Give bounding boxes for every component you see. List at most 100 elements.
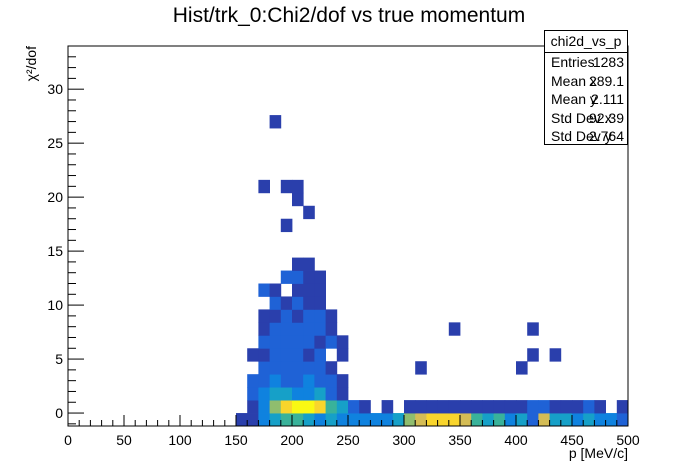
heatmap-cell [426, 400, 438, 414]
heatmap-cell [280, 348, 293, 362]
heatmap-cell [247, 348, 259, 362]
stats-row: Std Dev y 2.764 [545, 127, 627, 146]
heatmap-cell [303, 335, 315, 349]
heatmap-cell [258, 179, 270, 194]
heatmap-cell [616, 400, 629, 414]
heatmap-cell [381, 413, 394, 427]
heatmap-cell [325, 361, 338, 375]
heatmap-cell [336, 413, 349, 427]
heatmap-cell [303, 257, 315, 271]
heatmap-cell [269, 348, 282, 362]
heatmap-cell [448, 322, 461, 336]
heatmap-cell [336, 348, 349, 362]
heatmap-cell [325, 374, 338, 388]
heatmap-cell [516, 400, 528, 414]
heatmap-cell [303, 296, 315, 310]
heatmap-cell [493, 400, 506, 414]
heatmap-cell [583, 400, 595, 414]
heatmap-cell [258, 322, 270, 336]
x-tick-label: 350 [448, 432, 472, 448]
heatmap-cell [336, 387, 349, 401]
heatmap-cell [448, 413, 461, 427]
heatmap-cell [303, 270, 315, 284]
heatmap-cell [448, 400, 461, 414]
stats-label: Std Dev x [551, 109, 612, 126]
heatmap-cell [269, 115, 282, 129]
heatmap-cell [415, 361, 427, 375]
chart-title: Hist/trk_0:Chi2/dof vs true momentum [172, 4, 526, 27]
stats-value: 289.1 [588, 72, 624, 89]
heatmap-cell [482, 413, 494, 427]
heatmap-cell [605, 413, 618, 427]
x-tick-label: 450 [560, 432, 584, 448]
heatmap-cell [516, 361, 528, 375]
heatmap-cell [303, 205, 315, 220]
heatmap-cell [325, 400, 338, 414]
heatmap-cell [280, 218, 293, 233]
heatmap-cell [460, 413, 472, 427]
heatmap-cell [504, 400, 517, 414]
x-tick-label: 50 [116, 432, 132, 448]
stats-row: Mean y 2.111 [545, 90, 627, 109]
heatmap-cell [314, 374, 326, 388]
heatmap-cell [258, 413, 270, 427]
heatmap-cell [504, 413, 517, 427]
heatmap-cell [549, 413, 562, 427]
heatmap-cell [404, 400, 416, 414]
heatmap-cell [325, 387, 338, 401]
heatmap-cell [527, 413, 539, 427]
heatmap-cell [292, 296, 304, 310]
stats-label: Mean y [551, 91, 597, 108]
stats-label: Entries [551, 54, 595, 70]
heatmap-cell [560, 413, 573, 427]
x-tick-label: 0 [64, 432, 72, 448]
heatmap-cell [280, 270, 293, 284]
stats-row: Std Dev x 92.39 [545, 109, 627, 128]
heatmap-cell [314, 322, 326, 336]
heatmap-cell [314, 270, 326, 284]
heatmap-cells [236, 115, 629, 427]
heatmap-cell [336, 335, 349, 349]
heatmap-cell [269, 283, 282, 297]
heatmap-cell [247, 387, 259, 401]
y-tick-label: 10 [47, 297, 63, 313]
heatmap-cell [303, 322, 315, 336]
heatmap-cell [292, 348, 304, 362]
heatmap-cell [269, 335, 282, 349]
heatmap-cell [314, 400, 326, 414]
heatmap-cell [314, 348, 326, 362]
heatmap-cell [594, 400, 606, 414]
heatmap-cell [247, 400, 259, 414]
x-tick-label: 500 [616, 432, 640, 448]
heatmap-cell [247, 413, 259, 427]
heatmap-cell [314, 296, 326, 310]
heatmap-cell [303, 348, 315, 362]
heatmap-cell [471, 400, 483, 414]
stats-row: Mean x 289.1 [545, 72, 627, 91]
y-axis-label: χ²/dof [23, 46, 39, 81]
heatmap-cell [336, 374, 349, 388]
heatmap-cell [314, 309, 326, 323]
heatmap-cell [292, 387, 304, 401]
heatmap-cell [314, 413, 326, 427]
heatmap-cell [280, 387, 293, 401]
heatmap-cell [583, 413, 595, 427]
y-tick-label: 20 [47, 189, 63, 205]
heatmap-cell [572, 400, 584, 414]
x-axis: 0 50 100 150 200 250 300 350 400 450 500 [64, 415, 640, 448]
heatmap-cell [560, 400, 573, 414]
heatmap-cell [258, 283, 270, 297]
heatmap-cell [616, 413, 629, 427]
heatmap-cell [303, 309, 315, 323]
heatmap-cell [303, 387, 315, 401]
heatmap-cell [280, 335, 293, 349]
heatmap-cell [280, 374, 293, 388]
heatmap-cell [292, 309, 304, 323]
heatmap-cell [292, 179, 304, 194]
x-tick-label: 200 [280, 432, 304, 448]
stats-value: 92.39 [588, 109, 624, 126]
x-tick-label: 300 [392, 432, 416, 448]
heatmap-cell [269, 322, 282, 336]
heatmap-cell [415, 400, 427, 414]
